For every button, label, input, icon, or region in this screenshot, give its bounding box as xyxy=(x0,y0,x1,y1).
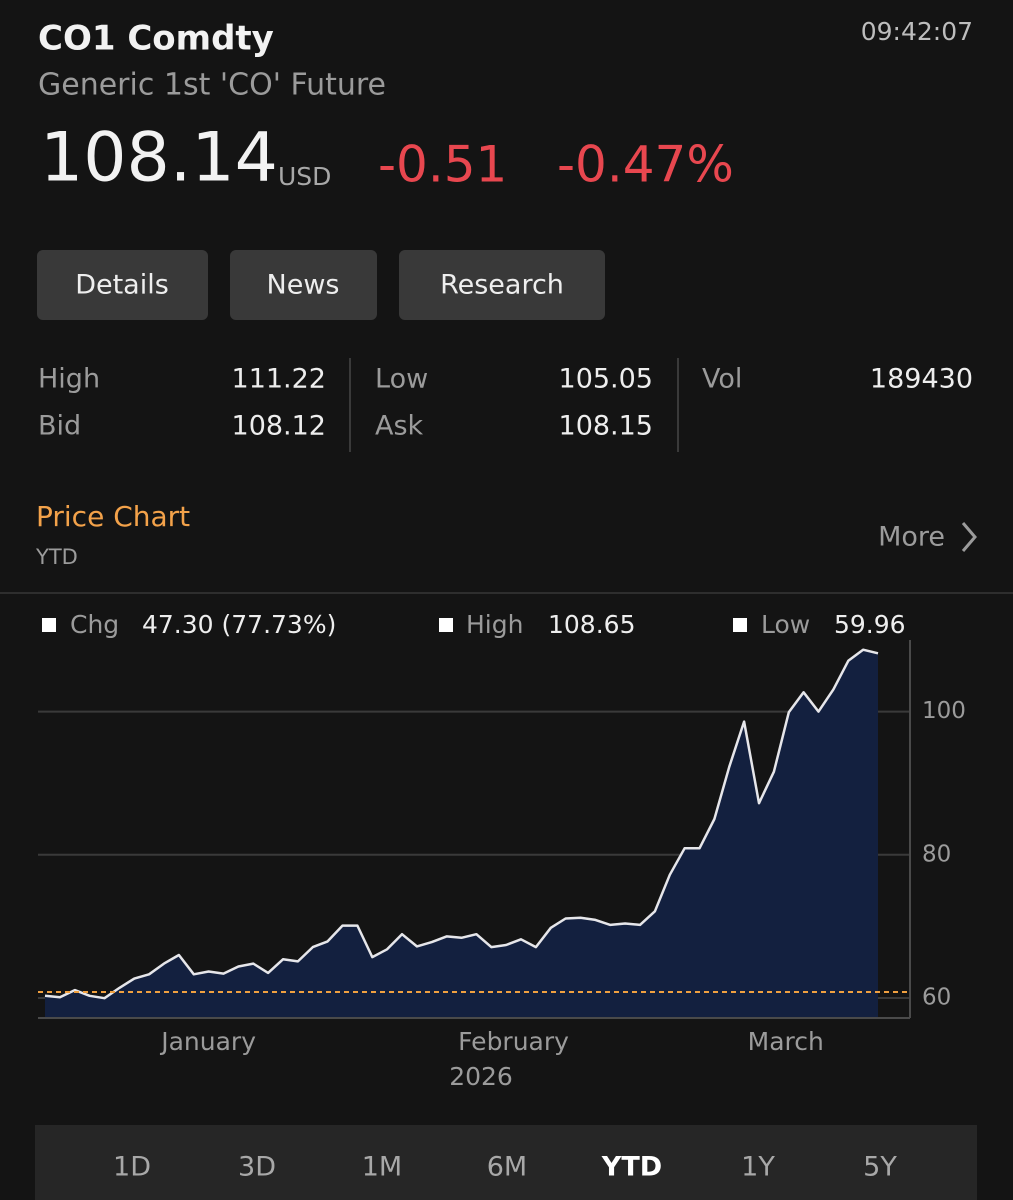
ticker: CO1 Comdty xyxy=(38,19,274,59)
legend-square xyxy=(733,618,747,632)
more-link[interactable]: More xyxy=(878,522,977,553)
range-option[interactable]: 1M xyxy=(362,1152,402,1183)
section-period: YTD xyxy=(35,545,78,569)
range-option[interactable]: 6M xyxy=(487,1152,527,1183)
legend-square xyxy=(42,618,56,632)
tab-label[interactable]: Research xyxy=(440,270,564,301)
summary-label: Low xyxy=(761,610,810,639)
tab-research[interactable]: Research xyxy=(399,250,605,320)
chevron[interactable] xyxy=(961,522,977,552)
x-tick-label: February xyxy=(458,1027,569,1056)
x-tick-label: March xyxy=(748,1027,824,1056)
range-bar xyxy=(35,1125,977,1200)
stat-value: 108.15 xyxy=(559,411,653,442)
summary-label: High xyxy=(466,610,523,639)
range-selector: 1D 3D 1M 6M YTD 1Y 5Y xyxy=(113,1152,897,1183)
range-option[interactable]: 5Y xyxy=(863,1152,897,1183)
button-bg[interactable] xyxy=(37,250,208,320)
stat-value: 108.12 xyxy=(232,411,326,442)
range-option[interactable]: 1D xyxy=(113,1152,151,1183)
y-tick-label: 100 xyxy=(922,698,966,724)
tab-label[interactable]: Details xyxy=(75,270,169,301)
currency: USD xyxy=(278,162,331,191)
x-tick-label: January xyxy=(159,1027,256,1056)
range-option[interactable]: YTD xyxy=(601,1152,662,1183)
stat-value: 105.05 xyxy=(559,364,653,395)
stat-value: 189430 xyxy=(870,364,973,395)
tab-news[interactable]: News xyxy=(230,250,377,320)
x-axis-label: 2026 xyxy=(449,1062,513,1091)
button-bg[interactable] xyxy=(399,250,605,320)
summary-value: 59.96 xyxy=(834,610,906,639)
summary-label: Chg xyxy=(70,610,119,639)
legend-square xyxy=(439,618,453,632)
tab-label[interactable]: News xyxy=(267,270,340,301)
y-tick-label: 60 xyxy=(922,984,951,1010)
range-option[interactable]: 3D xyxy=(238,1152,276,1183)
tab-details[interactable]: Details xyxy=(37,250,208,320)
button-bg[interactable] xyxy=(230,250,377,320)
summary-value: 47.30 (77.73%) xyxy=(142,610,336,639)
stat-label: Ask xyxy=(375,411,424,442)
instrument-name: Generic 1st 'CO' Future xyxy=(38,68,386,103)
stat-label: Low xyxy=(375,364,428,395)
area xyxy=(45,649,878,1018)
stat-value: 111.22 xyxy=(232,364,326,395)
time: 09:42:07 xyxy=(861,17,973,46)
change-percent: -0.47% xyxy=(557,136,734,194)
stat-label: Bid xyxy=(38,411,81,442)
line xyxy=(44,648,879,1000)
summary-value: 108.65 xyxy=(548,610,635,639)
stat-label: Vol xyxy=(702,364,742,395)
price: 108.14 xyxy=(40,119,278,198)
change: -0.51 xyxy=(378,136,507,194)
range-option[interactable]: 1Y xyxy=(741,1152,775,1183)
section-title: Price Chart xyxy=(36,500,190,533)
more-label[interactable]: More xyxy=(878,522,945,553)
stat-label: High xyxy=(38,364,100,395)
chart: Chg 47.30 (77.73%) High 108.65 Low 59.96 60 80 1… xyxy=(38,610,966,1091)
y-tick-label: 80 xyxy=(922,841,951,867)
